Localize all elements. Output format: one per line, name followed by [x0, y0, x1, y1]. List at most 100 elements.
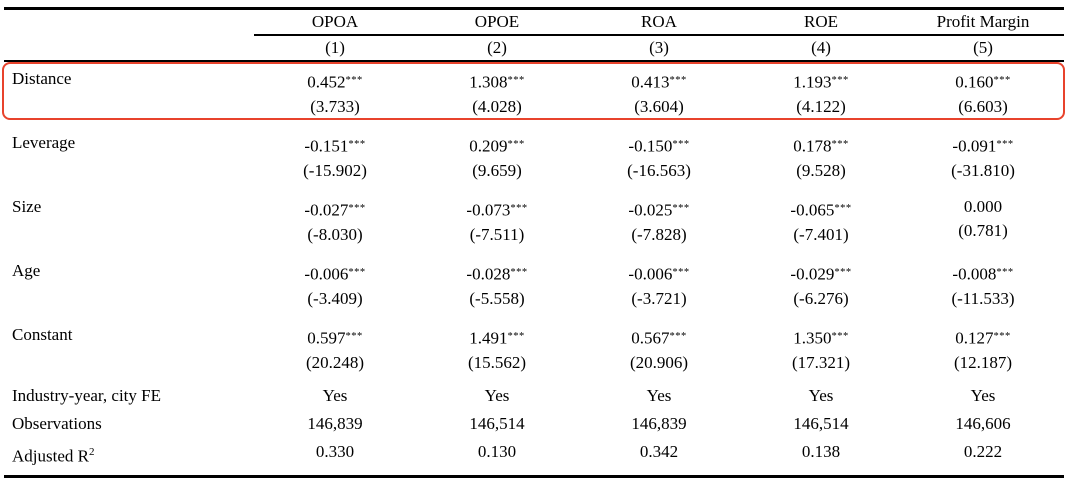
- info-value: 146,514: [469, 414, 525, 433]
- t-statistic: (-7.828): [631, 224, 687, 244]
- significance-stars: ***: [510, 267, 528, 278]
- label-superscript: 2: [88, 446, 95, 458]
- info-value: Yes: [970, 386, 996, 405]
- column-number: (1): [325, 37, 345, 57]
- coef-value: -0.150***: [628, 136, 690, 156]
- coef-cell: 0.597*** (20.248): [254, 318, 416, 382]
- t-statistic: (-31.810): [951, 160, 1015, 180]
- significance-stars: ***: [507, 331, 525, 342]
- significance-stars: ***: [993, 331, 1011, 342]
- coef-cell: 1.193*** (4.122): [740, 62, 902, 126]
- coef-cell: -0.150*** (-16.563): [578, 126, 740, 190]
- coef-value: 1.193***: [793, 72, 849, 92]
- significance-stars: ***: [831, 75, 849, 86]
- significance-stars: ***: [993, 75, 1011, 86]
- significance-stars: ***: [834, 267, 852, 278]
- row-label: Industry-year, city FE: [12, 386, 161, 405]
- coef-value: 0.567***: [631, 328, 687, 348]
- t-statistic: (-15.902): [303, 160, 367, 180]
- significance-stars: ***: [831, 139, 849, 150]
- column-number-row: (1) (2) (3) (4) (5): [4, 36, 1064, 60]
- t-statistic: (-3.409): [307, 288, 363, 308]
- coef-value: 1.350***: [793, 328, 849, 348]
- t-statistic: (-16.563): [627, 160, 691, 180]
- coef-value: 0.178***: [793, 136, 849, 156]
- coef-value: -0.151***: [304, 136, 366, 156]
- t-statistic: (3.604): [634, 96, 684, 116]
- significance-stars: ***: [831, 331, 849, 342]
- t-statistic: (17.321): [791, 352, 851, 372]
- row-label: Constant: [12, 325, 73, 344]
- significance-stars: ***: [348, 139, 366, 150]
- column-header-row: OPOA OPOE ROA ROE Profit Margin: [4, 10, 1064, 34]
- coef-value: -0.006***: [628, 264, 690, 284]
- coef-value: 0.597***: [307, 328, 363, 348]
- coef-cell: 1.308*** (4.028): [416, 62, 578, 126]
- info-value: Yes: [484, 386, 510, 405]
- t-statistic: (-5.558): [469, 288, 525, 308]
- coef-value: 0.413***: [631, 72, 687, 92]
- mid-rule: [4, 59, 1064, 62]
- row-label: Age: [12, 261, 41, 280]
- info-value: 0.330: [315, 442, 355, 461]
- coef-row-leverage: Leverage -0.151*** (-15.902) 0.209*** (9.659…: [4, 126, 1064, 190]
- t-statistic: (6.603): [958, 96, 1008, 116]
- coef-value: -0.073***: [466, 200, 528, 220]
- t-statistic: (0.781): [958, 221, 1008, 240]
- row-label: Observations: [12, 414, 102, 433]
- significance-stars: ***: [834, 203, 852, 214]
- t-statistic: (-7.401): [793, 224, 849, 244]
- coef-cell: 0.209*** (9.659): [416, 126, 578, 190]
- significance-stars: ***: [345, 75, 363, 86]
- significance-stars: ***: [672, 139, 690, 150]
- coef-cell: 0.160*** (6.603): [902, 62, 1064, 126]
- info-value: 0.130: [477, 442, 517, 461]
- coef-row-constant: Constant 0.597*** (20.248) 1.491*** (15.562)…: [4, 318, 1064, 382]
- info-value: Yes: [322, 386, 348, 405]
- coef-cell: 1.350*** (17.321): [740, 318, 902, 382]
- coef-value: -0.008***: [952, 264, 1014, 284]
- column-header: ROA: [641, 11, 677, 31]
- coef-value: -0.027***: [304, 200, 366, 220]
- column-number: (3): [649, 37, 669, 57]
- coef-cell: 0.127*** (12.187): [902, 318, 1064, 382]
- coef-cell: -0.025*** (-7.828): [578, 190, 740, 254]
- significance-stars: ***: [507, 75, 525, 86]
- significance-stars: ***: [996, 139, 1014, 150]
- coef-value: 0.209***: [469, 136, 525, 156]
- column-header: OPOA: [311, 11, 359, 31]
- coef-value: -0.065***: [790, 200, 852, 220]
- significance-stars: ***: [345, 331, 363, 342]
- significance-stars: ***: [996, 267, 1014, 278]
- coef-value: 1.308***: [469, 72, 525, 92]
- coefficient-rows: Distance 0.452*** (3.733) 1.308*** (4.028) 0.…: [4, 62, 1064, 382]
- significance-stars: ***: [348, 203, 366, 214]
- significance-stars: ***: [672, 203, 690, 214]
- t-statistic: (3.733): [310, 96, 360, 116]
- coef-cell: 0.000 (0.781): [902, 190, 1064, 254]
- column-header: OPOE: [474, 11, 520, 31]
- coef-value: 1.491***: [469, 328, 525, 348]
- coef-value: 0.000: [963, 197, 1003, 216]
- coef-cell: -0.151*** (-15.902): [254, 126, 416, 190]
- info-value: Yes: [808, 386, 834, 405]
- t-statistic: (-7.511): [469, 224, 525, 244]
- coef-row-age: Age -0.006*** (-3.409) -0.028*** (-5.558) -0.…: [4, 254, 1064, 318]
- t-statistic: (4.122): [796, 96, 846, 116]
- coef-value: 0.127***: [955, 328, 1011, 348]
- header-spacer: [4, 10, 254, 34]
- coef-cell: -0.073*** (-7.511): [416, 190, 578, 254]
- coef-row-size: Size -0.027*** (-8.030) -0.073*** (-7.511) -0…: [4, 190, 1064, 254]
- column-header: ROE: [804, 11, 838, 31]
- info-value: 146,839: [307, 414, 363, 433]
- coef-value: -0.006***: [304, 264, 366, 284]
- coef-cell: -0.008*** (-11.533): [902, 254, 1064, 318]
- coef-cell: -0.027*** (-8.030): [254, 190, 416, 254]
- bottom-rule: [4, 475, 1064, 478]
- coef-cell: -0.028*** (-5.558): [416, 254, 578, 318]
- coef-cell: 0.452*** (3.733): [254, 62, 416, 126]
- t-statistic: (20.248): [305, 352, 365, 372]
- column-number: (4): [811, 37, 831, 57]
- coef-value: 0.452***: [307, 72, 363, 92]
